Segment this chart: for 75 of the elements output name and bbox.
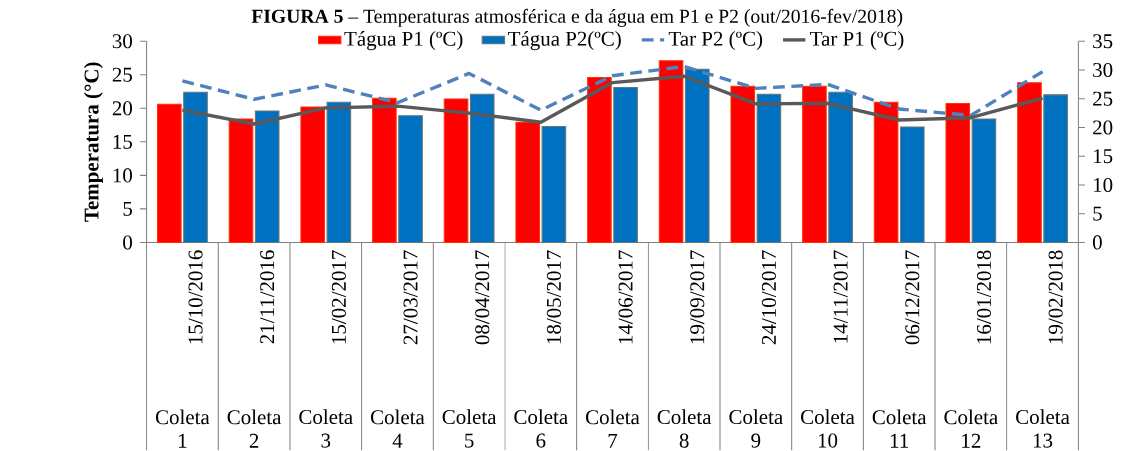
bar: [587, 77, 612, 244]
x-tick-label: 08/04/2017: [475, 250, 490, 345]
bar: [730, 85, 756, 244]
x-tick-label: 19/09/2017: [690, 250, 705, 344]
x-tick-label: 15/10/2016: [188, 250, 203, 344]
y2-tick-label: 15: [1094, 149, 1113, 164]
bar: [613, 87, 638, 244]
legend-label: Tágua P2(ºC): [508, 31, 621, 51]
y2-tick-label: 10: [1094, 178, 1113, 193]
bar: [228, 118, 254, 244]
bar: [326, 101, 352, 244]
text: Coleta 2: [227, 409, 282, 448]
y2-tick-label: 30: [1093, 63, 1113, 78]
y-tick-label: 0: [123, 235, 132, 250]
line-series: [180, 74, 1045, 126]
bar: [1017, 82, 1042, 244]
text: Coleta 7: [586, 409, 640, 448]
x-tick-label: 24/10/2017: [761, 250, 776, 345]
y2-tick-label: 5: [1093, 206, 1102, 221]
line-series: [180, 65, 1045, 118]
y2-tick-label: 35: [1093, 34, 1113, 49]
bar: [541, 126, 567, 244]
text: Coleta 9: [729, 409, 783, 448]
bar: [756, 93, 782, 244]
y2-tick-label: 0: [1092, 235, 1102, 250]
text: Coleta 3: [299, 409, 353, 448]
text: Coleta 11: [872, 409, 927, 448]
text: Coleta 8: [657, 409, 712, 448]
y-tick-label: 5: [123, 202, 132, 217]
text: Coleta 13: [1016, 409, 1070, 448]
text: Coleta 6: [514, 409, 568, 448]
bar: [372, 97, 397, 244]
text: Coleta 5: [442, 409, 497, 448]
legend-label: Tágua P1 (ºC): [344, 31, 463, 51]
bar: [300, 106, 325, 244]
bar: [1043, 94, 1068, 244]
y2-tick-label: 20: [1093, 120, 1113, 135]
x-tick-label: 21/11/2016: [260, 250, 275, 344]
chart-title: FIGURA 5 – Temperaturas atmosférica e da água em P1 e P2 (out/2016-fev/2018): [251, 9, 903, 28]
bar: [873, 101, 899, 244]
bar: [254, 110, 280, 244]
bar: [684, 69, 710, 244]
y-tick-label: 20: [112, 101, 132, 116]
bar: [469, 93, 495, 244]
text: Coleta 4: [370, 409, 425, 448]
bar: [398, 115, 423, 244]
text: Coleta 1: [155, 409, 210, 448]
y-tick-label: 25: [112, 67, 132, 83]
bar: [515, 122, 541, 244]
bar: [945, 103, 971, 244]
x-tick-label: 19/02/2018: [1048, 250, 1063, 344]
x-tick-label: 14/06/2017: [618, 250, 633, 344]
y2-tick-label: 25: [1093, 91, 1113, 106]
y-tick-label: 10: [113, 168, 132, 183]
bar: [183, 91, 208, 244]
bar: [157, 103, 182, 244]
text: Coleta 12: [944, 409, 998, 448]
legend-label: Tar P2 (ºC): [668, 31, 763, 51]
y-tick-label: 15: [113, 135, 132, 150]
bar: [658, 60, 684, 244]
x-tick-label: 15/02/2017: [331, 250, 346, 344]
x-tick-label: 18/05/2017: [546, 250, 561, 344]
bar: [971, 118, 997, 244]
x-tick-label: 27/03/2017: [403, 250, 418, 345]
x-tick-label: 06/12/2017: [905, 250, 920, 345]
bar: [899, 126, 925, 244]
x-tick-label: 14/11/2017: [833, 250, 848, 343]
y-tick-label: 30: [112, 34, 132, 49]
legend-label: Tar P1 (ºC): [810, 31, 904, 51]
bar: [802, 85, 827, 244]
text: Coleta 10: [801, 409, 855, 448]
x-tick-label: 16/01/2018: [976, 250, 992, 344]
bar: [828, 91, 853, 244]
y-axis-title: Temperatura (°C): [83, 62, 103, 222]
bar: [443, 98, 469, 244]
